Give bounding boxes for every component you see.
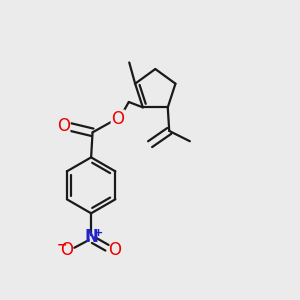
Text: O: O [57, 117, 70, 135]
Text: N: N [84, 228, 98, 246]
Text: −: − [57, 238, 67, 251]
Text: +: + [94, 228, 103, 238]
Text: O: O [61, 242, 74, 260]
Text: O: O [111, 110, 124, 128]
Text: O: O [108, 242, 121, 260]
